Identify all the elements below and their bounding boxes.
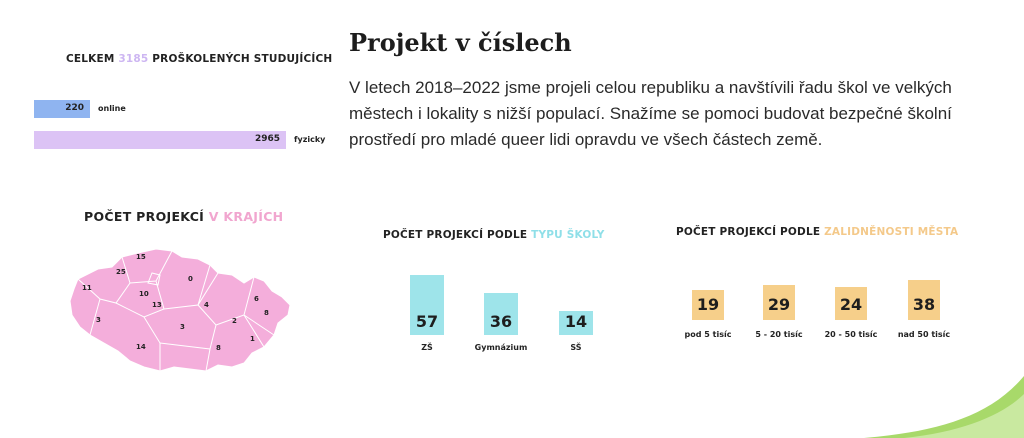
school-type-bar: 36 (484, 292, 518, 335)
school-type-bar: 14 (559, 311, 593, 335)
student-bar: 2965 (34, 131, 286, 149)
map-shape (69, 248, 291, 372)
region-label: 25 (116, 268, 126, 276)
region-label: 6 (254, 295, 259, 303)
town-size-title: POČET PROJEKCÍ PODLE ZALIDNĚNOSTI MĚSTA (676, 226, 959, 238)
map-region-labels: 15 25 0 11 10 13 4 6 3 3 2 8 14 8 1 (82, 253, 269, 352)
town-size-bar-value: 38 (912, 295, 936, 314)
map-borders (77, 250, 275, 372)
region-label: 14 (136, 343, 146, 351)
school-type-category-label: ZŠ (421, 343, 433, 352)
town-size-category-label: nad 50 tisíc (897, 330, 951, 339)
region-label: 8 (264, 309, 269, 317)
school-type-bar-value: 36 (489, 311, 513, 331)
region-label: 1 (250, 335, 255, 343)
intro-paragraph: V letech 2018–2022 jsme projeli celou re… (349, 78, 952, 149)
town-size-bar: 29 (763, 284, 795, 320)
region-label: 15 (136, 253, 146, 261)
town-size-bar: 24 (835, 287, 867, 320)
regions-title: POČET PROJEKCÍ V KRAJÍCH (84, 209, 284, 224)
page-title: Projekt v číslech (349, 28, 572, 57)
school-type-bar-value: 14 (564, 311, 588, 331)
student-bar-category: fyzicky (294, 135, 326, 144)
student-bar-value: 220 (65, 103, 84, 113)
school-type-bar: 57 (410, 275, 444, 335)
town-size-chart: 19 pod 5 tisíc 29 5 - 20 tisíc 24 20 - 50 tis… (680, 265, 970, 345)
school-type-title: POČET PROJEKCÍ PODLE TYPU ŠKOLY (383, 229, 605, 241)
school-type-bar-value: 57 (415, 312, 439, 331)
town-size-bar: 19 (692, 290, 724, 320)
town-size-bar-value: 29 (767, 294, 791, 314)
students-total-number: 3185 (118, 53, 149, 65)
student-bar-category: online (98, 104, 126, 113)
school-type-chart: 57 ZŠ 36 Gymnázium 14 SŠ (400, 260, 600, 360)
region-label: 3 (96, 316, 101, 324)
region-label: 2 (232, 317, 237, 325)
students-bar-chart: 220 online 2965 fyzicky (34, 96, 364, 156)
school-type-category-label: Gymnázium (474, 343, 528, 352)
student-bar: 220 (34, 100, 90, 118)
region-label: 0 (188, 275, 193, 283)
town-size-bar-value: 24 (839, 294, 863, 314)
region-label: 8 (216, 344, 221, 352)
town-size-bar: 38 (908, 280, 940, 320)
region-label: 11 (82, 284, 92, 292)
town-size-category-label: 20 - 50 tisíc (824, 330, 878, 339)
region-label: 3 (180, 323, 185, 331)
student-bar-value: 2965 (254, 134, 280, 144)
town-size-category-label: 5 - 20 tisíc (755, 330, 803, 339)
town-size-bar-value: 19 (696, 295, 720, 314)
czech-regions-map: 15 25 0 11 10 13 4 6 3 3 2 8 14 8 1 (69, 248, 291, 372)
region-label: 4 (204, 301, 209, 309)
region-label: 13 (152, 301, 162, 309)
students-title: CELKEM 3185 PROŠKOLENÝCH STUDUJÍCÍCH (66, 53, 333, 65)
green-swoosh-decoration (864, 376, 1024, 438)
region-label: 10 (139, 290, 149, 298)
town-size-category-label: pod 5 tisíc (684, 330, 732, 339)
school-type-category-label: SŠ (570, 343, 582, 352)
